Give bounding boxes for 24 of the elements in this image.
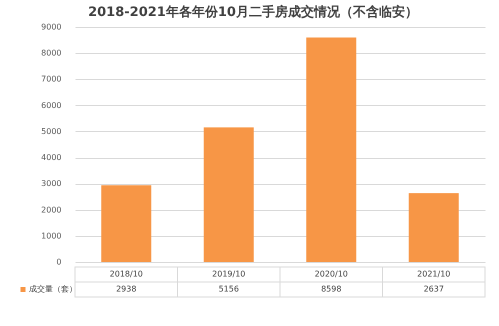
bar	[204, 127, 254, 262]
y-tick-label: 3000	[41, 179, 62, 188]
y-tick-label: 4000	[41, 153, 62, 162]
y-tick-label: 7000	[41, 74, 62, 84]
x-tick-label: 2018/10	[110, 270, 143, 278]
data-label: 2637	[424, 284, 444, 294]
x-tick-label: 2020/10	[314, 270, 348, 278]
legend-label: 成交量（套）	[29, 284, 77, 294]
x-tick-label: 2021/10	[417, 270, 450, 278]
bar	[408, 193, 459, 262]
data-label: 8598	[321, 284, 342, 294]
y-tick-label: 8000	[41, 48, 62, 58]
y-tick-label: 0	[56, 258, 62, 266]
data-label: 2938	[116, 284, 136, 294]
y-tick-label: 1000	[41, 231, 62, 240]
bar	[306, 37, 356, 262]
data-label: 5156	[218, 284, 239, 294]
y-tick-label: 5000	[41, 126, 62, 136]
x-tick-label: 2019/10	[212, 270, 246, 278]
y-tick-label: 2000	[41, 205, 62, 214]
bar	[101, 185, 152, 262]
y-tick-label: 9000	[41, 22, 62, 32]
y-tick-label: 6000	[41, 100, 62, 110]
chart-title: 2018-2021年各年份10月二手房成交情况（不含临安）	[88, 4, 418, 20]
